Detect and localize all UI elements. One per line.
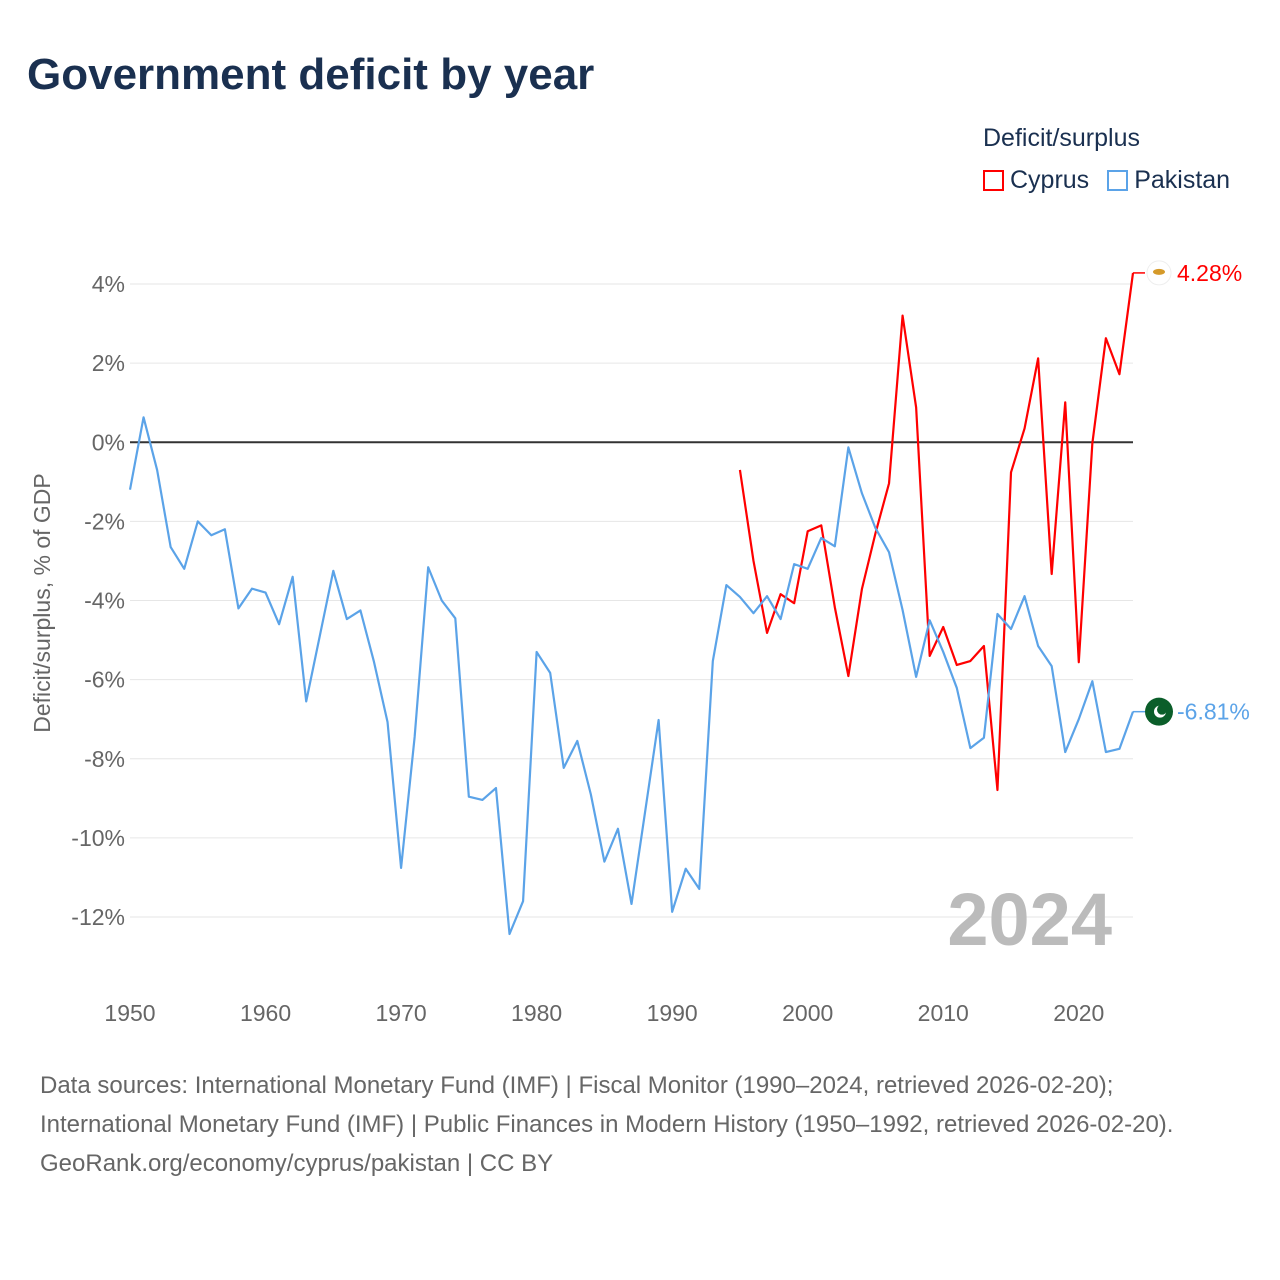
x-tick-label: 2010 bbox=[918, 1000, 969, 1026]
series-line-pakistan bbox=[128, 416, 1135, 936]
end-value-label-pakistan: -6.81% bbox=[1177, 699, 1250, 725]
credit-link[interactable]: GeoRank.org/economy/cyprus/pakistan | CC… bbox=[40, 1150, 554, 1177]
legend: Cyprus Pakistan bbox=[983, 166, 1230, 195]
y-tick-label: -2% bbox=[84, 508, 125, 534]
x-tick-label: 1990 bbox=[647, 1000, 698, 1026]
x-tick-label: 1980 bbox=[511, 1000, 562, 1026]
y-tick-label: -6% bbox=[84, 667, 125, 693]
x-tick-label: 1960 bbox=[240, 1000, 291, 1026]
x-tick-label: 2020 bbox=[1053, 1000, 1104, 1026]
data-sources: Data sources: International Monetary Fun… bbox=[40, 1072, 1174, 1138]
legend-swatch-pakistan bbox=[1107, 170, 1129, 191]
x-tick-label: 1950 bbox=[104, 1000, 155, 1026]
y-tick-label: -10% bbox=[71, 825, 125, 851]
y-tick-label: 2% bbox=[92, 350, 125, 376]
y-tick-label: 4% bbox=[92, 271, 125, 297]
legend-label-cyprus: Cyprus bbox=[1010, 166, 1090, 194]
y-tick-label: 0% bbox=[92, 429, 125, 455]
footer: Data sources: International Monetary Fun… bbox=[40, 1066, 1240, 1183]
y-tick-label: -4% bbox=[84, 588, 125, 614]
x-tick-label: 2000 bbox=[782, 1000, 833, 1026]
end-value-label-cyprus: 4.28% bbox=[1177, 260, 1242, 286]
legend-item-cyprus[interactable]: Cyprus bbox=[983, 166, 1089, 195]
y-tick-label: -12% bbox=[71, 904, 125, 930]
y-tick-label: -8% bbox=[84, 746, 125, 772]
series-line-cyprus bbox=[738, 272, 1135, 792]
cyprus-flag-map bbox=[1153, 268, 1165, 275]
x-tick-label: 1970 bbox=[375, 1000, 426, 1026]
legend-label-pakistan: Pakistan bbox=[1134, 166, 1231, 194]
legend-item-pakistan[interactable]: Pakistan bbox=[1107, 166, 1230, 195]
legend-swatch-cyprus bbox=[983, 170, 1004, 191]
pakistan-flag-crescent-cut bbox=[1157, 704, 1167, 715]
year-label: 2024 bbox=[947, 878, 1112, 961]
y-axis-label: Deficit/surplus, % of GDP bbox=[29, 473, 55, 732]
legend-title: Deficit/surplus bbox=[983, 124, 1140, 152]
chart-title: Government deficit by year bbox=[27, 50, 595, 99]
